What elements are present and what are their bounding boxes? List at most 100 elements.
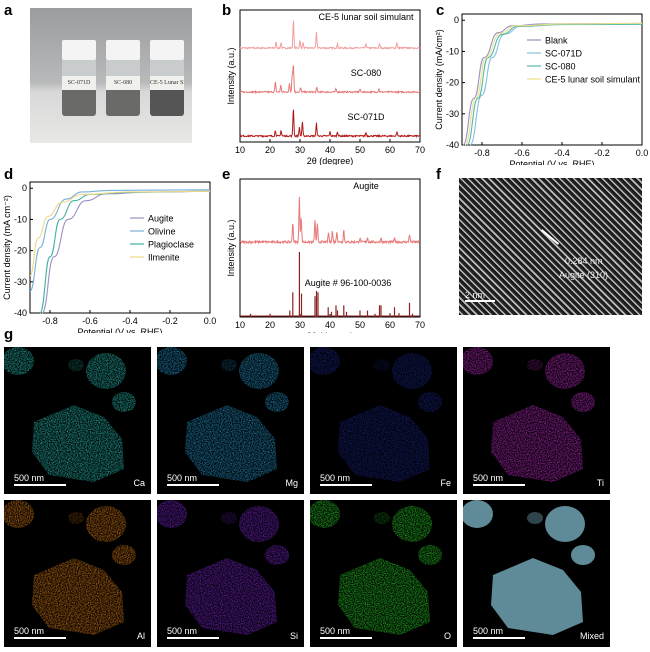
xrd-chart-b: 10 20 30 40 50 60 70 2θ (degree) Intensity (a.u.… bbox=[226, 9, 425, 165]
x-tick-label: 70 bbox=[415, 145, 425, 155]
scale-bar-label: 500 nm bbox=[14, 473, 45, 483]
x-tick-label: -0.2 bbox=[162, 316, 178, 326]
eds-map-ti: 500 nm Ti bbox=[463, 347, 610, 494]
x-axis-label: 2θ (degree) bbox=[307, 156, 354, 165]
x-tick-label: 0.0 bbox=[204, 316, 217, 326]
y-axis-label: Intensity (a.u.) bbox=[226, 47, 236, 104]
vial: SC-080 bbox=[106, 40, 140, 118]
y-tick-label: -30 bbox=[14, 277, 27, 287]
y-tick-label: -40 bbox=[14, 308, 27, 318]
scale-bar: 500 nm bbox=[14, 626, 66, 639]
vial: CE-5 Lunar Simulant bbox=[150, 40, 184, 118]
y-tick-label: -40 bbox=[446, 140, 459, 150]
x-tick-label: 30 bbox=[295, 145, 305, 155]
panel-label-e: e bbox=[222, 166, 231, 183]
scale-bar-label: 500 nm bbox=[167, 473, 198, 483]
lsv-chart-c: -0.8 -0.6 -0.4 -0.2 0.0 Potential (V vs. RHE)… bbox=[434, 13, 649, 165]
lsv-curve bbox=[39, 190, 211, 314]
legend-entry: Blank bbox=[545, 36, 568, 46]
vial-label: SC-080 bbox=[106, 76, 140, 90]
y-axis-label: Current density (mA cm⁻²) bbox=[2, 195, 12, 300]
panel-label-c: c bbox=[436, 2, 445, 19]
legend-entry: CE-5 lunar soil simulant bbox=[545, 75, 641, 85]
legend-entry: SC-071D bbox=[545, 49, 583, 59]
vials-photo: SC-071D SC-080 CE-5 Lunar Simulant bbox=[30, 8, 192, 143]
lsv-curve bbox=[466, 23, 643, 146]
x-tick-label: 60 bbox=[385, 320, 395, 330]
y-tick-label: -10 bbox=[446, 46, 459, 56]
x-axis-label: Potential (V vs. RHE) bbox=[77, 327, 162, 333]
element-label: Ca bbox=[133, 478, 145, 488]
x-tick-label: 20 bbox=[265, 145, 275, 155]
panel-label-d: d bbox=[4, 166, 14, 183]
x-axis-label: Potential (V vs. RHE) bbox=[509, 159, 594, 165]
x-tick-label: -0.6 bbox=[82, 316, 98, 326]
x-tick-label: 10 bbox=[235, 145, 245, 155]
scale-bar: 500 nm bbox=[14, 473, 66, 486]
x-axis-label: 2θ (degree) bbox=[307, 331, 354, 333]
x-tick-label: -0.4 bbox=[554, 148, 570, 158]
scale-bar-label: 500 nm bbox=[320, 626, 351, 636]
x-tick-label: 40 bbox=[325, 320, 335, 330]
scale-bar-label: 500 nm bbox=[320, 473, 351, 483]
element-label: Si bbox=[289, 631, 298, 641]
scale-bar-label: 500 nm bbox=[14, 626, 45, 636]
y-tick-label: -20 bbox=[14, 246, 27, 256]
legend-entry: SC-080 bbox=[545, 62, 576, 72]
x-tick-label: 50 bbox=[355, 320, 365, 330]
lsv-chart-d: -0.8 -0.6 -0.4 -0.2 0.0 Potential (V vs. RHE)… bbox=[2, 181, 217, 333]
lattice-marker bbox=[540, 229, 560, 245]
x-tick-label: -0.4 bbox=[122, 316, 138, 326]
xrd-pattern bbox=[239, 65, 420, 95]
x-tick-label: -0.6 bbox=[514, 148, 530, 158]
element-label: Fe bbox=[440, 478, 451, 488]
panel-label-f: f bbox=[436, 166, 441, 183]
y-tick-label: 0 bbox=[22, 183, 27, 193]
vial: SC-071D bbox=[62, 40, 96, 118]
eds-map-al: 500 nm Al bbox=[4, 500, 151, 647]
eds-map-ca: 500 nm Ca bbox=[4, 347, 151, 494]
element-label: Mixed bbox=[579, 631, 604, 641]
x-tick-label: -0.8 bbox=[474, 148, 490, 158]
hrtem-image: 0.284 nm Augite (310) 2 nm bbox=[459, 178, 642, 315]
y-tick-label: -20 bbox=[446, 78, 459, 88]
y-axis-label: Current density (mA/cm²) bbox=[434, 29, 444, 130]
eds-map-si: 500 nm Si bbox=[157, 500, 304, 647]
x-tick-label: 0.0 bbox=[636, 148, 649, 158]
legend-entry: Ilmenite bbox=[148, 253, 180, 263]
lsv-curve bbox=[464, 22, 643, 146]
eds-map-mg: 500 nm Mg bbox=[157, 347, 304, 494]
lsv-curve bbox=[29, 190, 211, 277]
xrd-pattern bbox=[239, 109, 421, 139]
scale-bar: 500 nm bbox=[167, 626, 219, 639]
x-tick-label: 20 bbox=[265, 320, 275, 330]
y-tick-label: -10 bbox=[14, 214, 27, 224]
lattice-spacing-label: 0.284 nm bbox=[565, 256, 603, 266]
element-label: Ti bbox=[596, 478, 604, 488]
lsv-curve bbox=[29, 189, 211, 292]
series-label: SC-071D bbox=[347, 112, 385, 122]
series-label: SC-080 bbox=[351, 68, 382, 78]
scale-bar: 500 nm bbox=[167, 473, 219, 486]
plot-frame bbox=[239, 178, 421, 318]
plot-frame bbox=[29, 181, 211, 314]
scale-bar: 500 nm bbox=[320, 473, 372, 486]
x-tick-label: 60 bbox=[385, 145, 395, 155]
plane-label: Augite (310) bbox=[559, 270, 609, 280]
scale-bar-label: 2 nm bbox=[465, 290, 486, 300]
scale-bar-label: 500 nm bbox=[473, 626, 504, 636]
xrd-pattern bbox=[239, 196, 421, 245]
plot-frame bbox=[461, 13, 643, 146]
x-tick-label: 10 bbox=[235, 320, 245, 330]
legend-entry: Olivine bbox=[148, 227, 176, 237]
element-label: O bbox=[443, 631, 451, 641]
x-tick-label: 30 bbox=[295, 320, 305, 330]
scale-bar: 500 nm bbox=[473, 626, 525, 639]
legend-entry: Plagioclase bbox=[148, 240, 194, 250]
x-tick-label: 70 bbox=[415, 320, 425, 330]
vial-label: CE-5 Lunar Simulant bbox=[150, 76, 184, 90]
scale-bar: 2 nm bbox=[465, 290, 495, 302]
vial-label: SC-071D bbox=[62, 76, 96, 90]
series-label: CE-5 lunar soil simulant bbox=[318, 12, 414, 22]
x-tick-label: -0.8 bbox=[42, 316, 58, 326]
